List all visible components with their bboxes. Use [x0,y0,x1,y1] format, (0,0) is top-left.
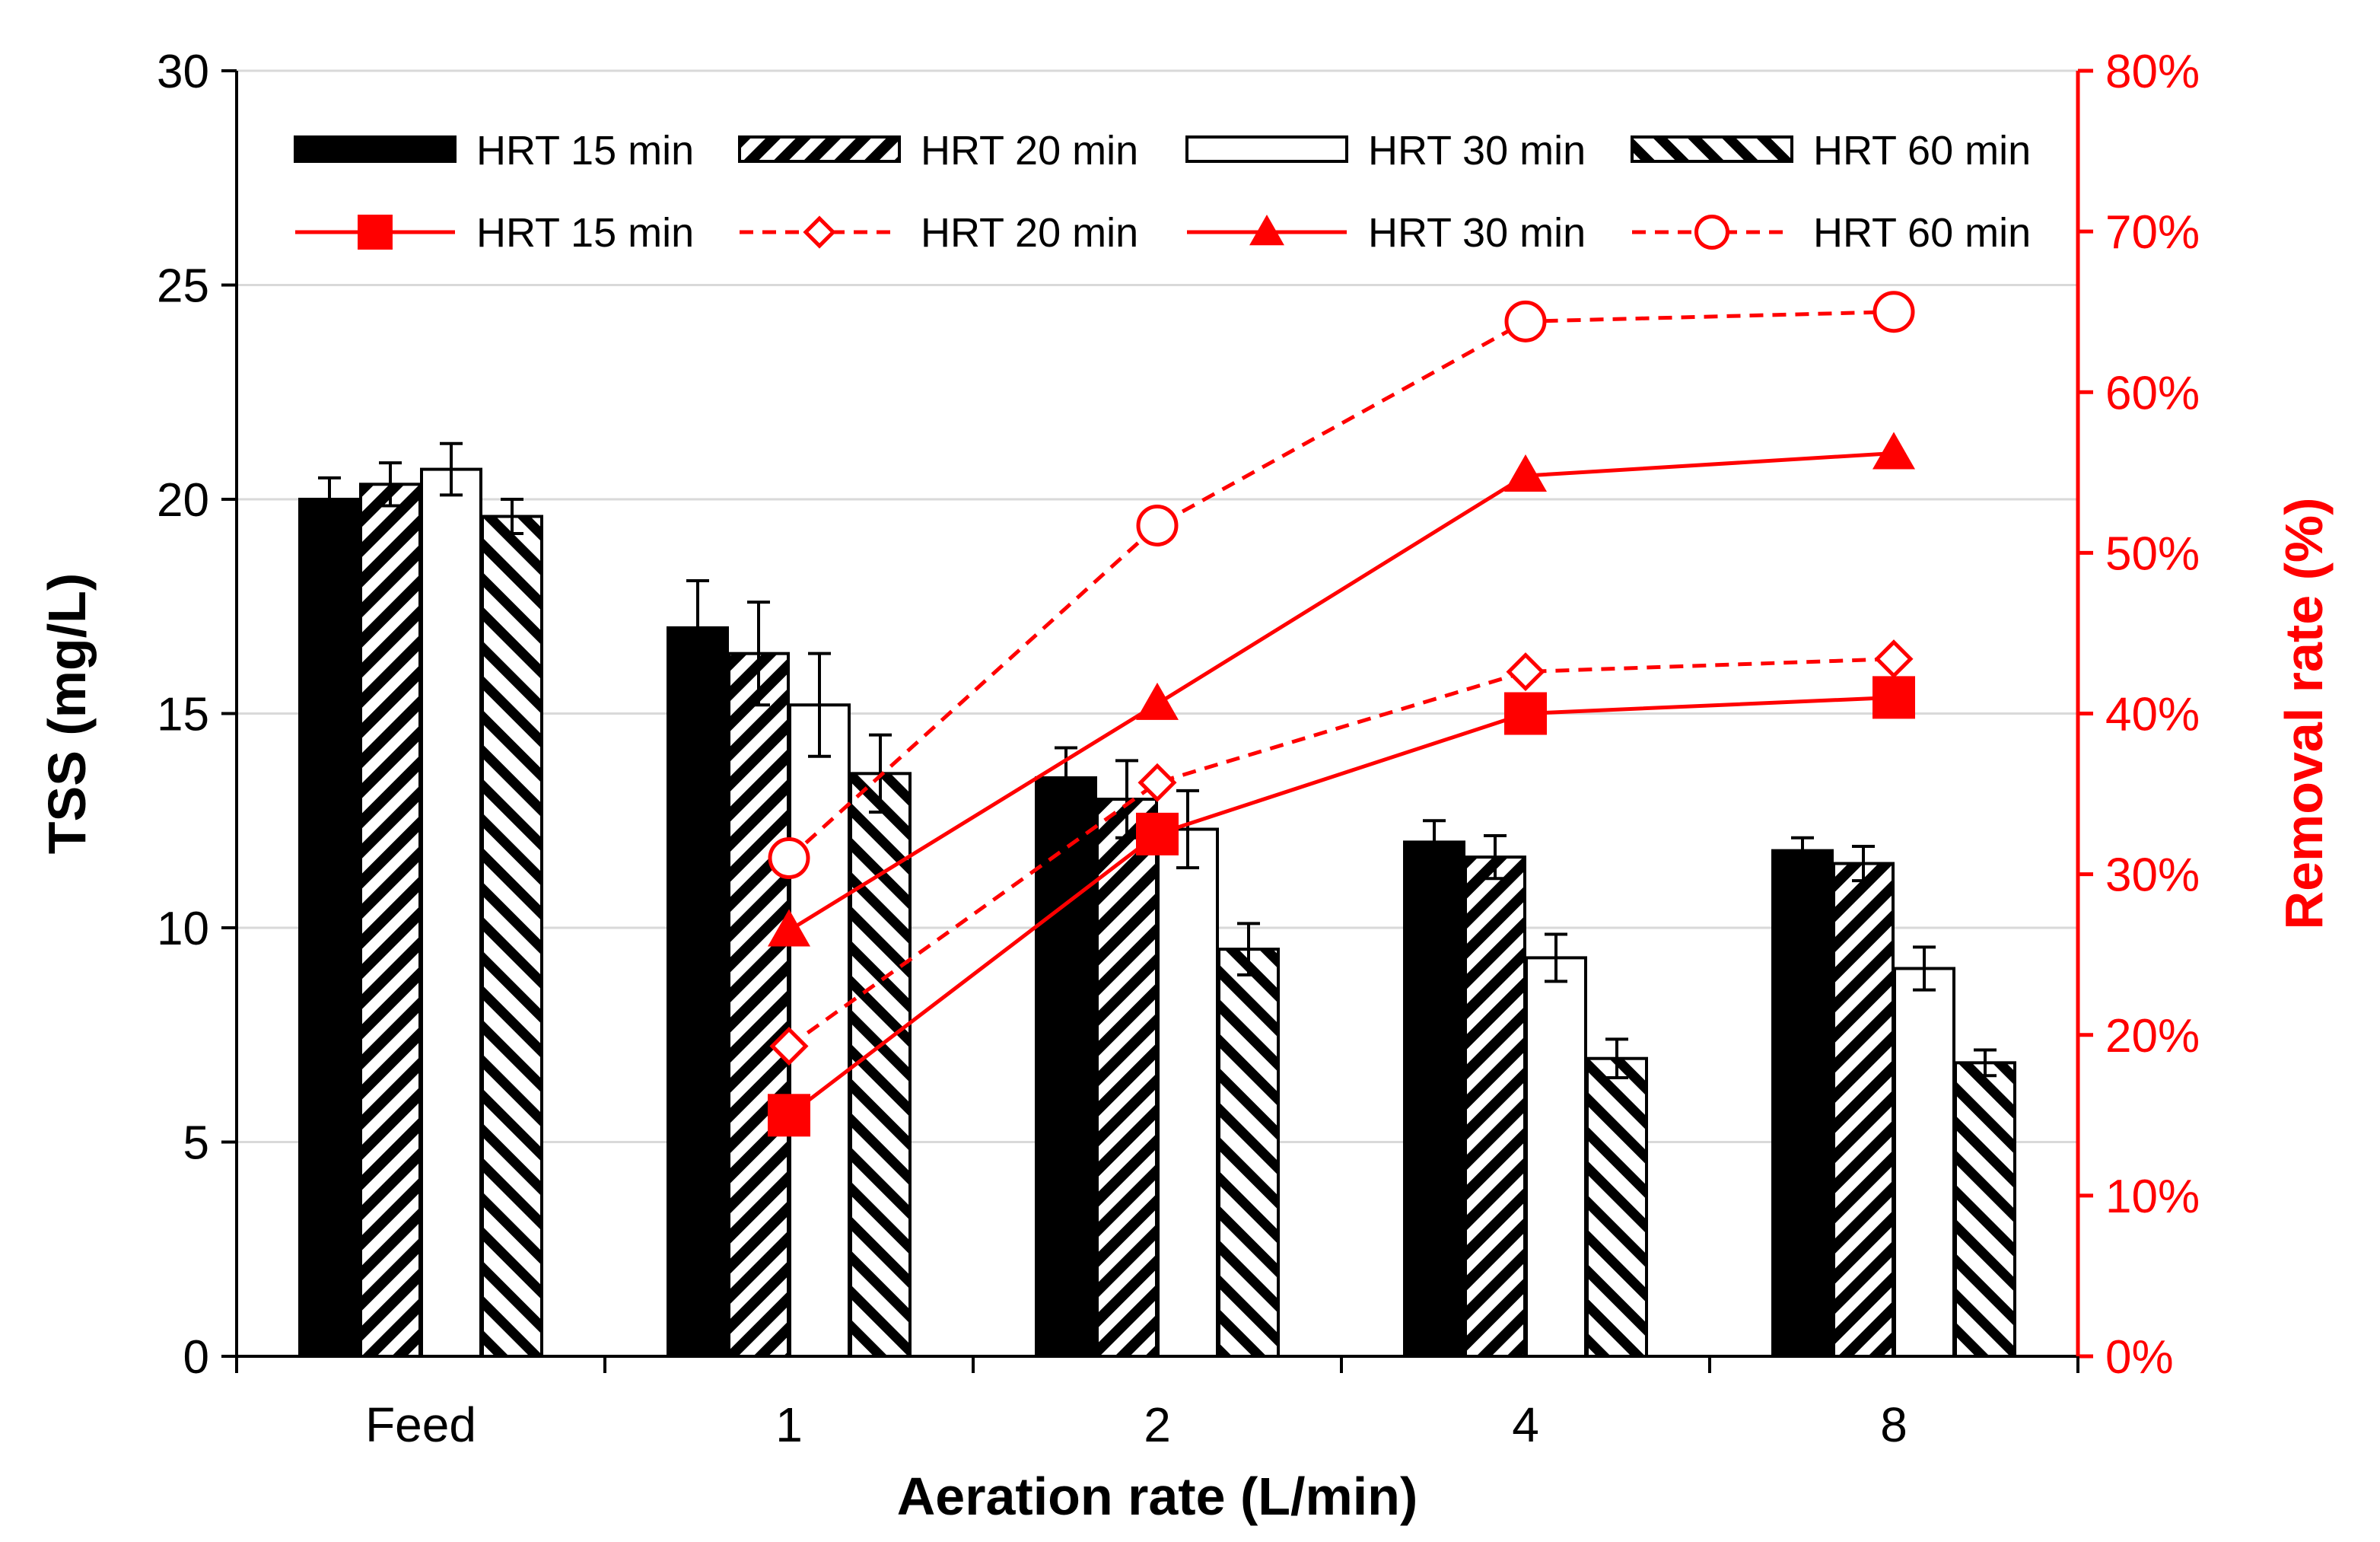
legend-label: HRT 15 min [476,128,694,174]
legend-label: HRT 60 min [1813,210,2031,256]
bar-0-8 [1771,849,1834,1359]
legend-swatch-bar-0 [294,135,457,163]
legend-marker-3 [1694,215,1729,250]
legend-marker-1 [803,215,836,249]
point-0-4 [1504,692,1547,735]
legend-swatch-bar-3 [1631,135,1793,163]
line-series-group [768,291,1915,1137]
bar-2-Feed [420,467,482,1359]
line-series-3 [768,291,1915,880]
legend: HRT 15 min HRT 20 min HRT 30 min HRT 60 min… [294,128,2031,256]
bar-series-1 [359,461,1895,1359]
legend-label: HRT 60 min [1813,128,2031,174]
y2-axis-title: Removal rate (%) [2274,498,2334,930]
legend-line-3: HRT 60 min [1632,210,2031,256]
point-0-8 [1873,676,1915,719]
y2tick-label: 10% [2105,1171,2200,1223]
point-1-4 [1506,652,1545,692]
line-series-2 [768,432,1915,947]
bar-3-4 [1586,1056,1648,1358]
legend-line-0: HRT 15 min [295,210,694,256]
axes-group: 0 5 10 15 20 25 30 0% 10% 20% 30% 40% 50% 60% 70% 80% Fe… [37,46,2334,1526]
bar-0-Feed [298,498,361,1358]
bar-2-2 [1157,827,1219,1358]
bar-1-2 [1096,798,1158,1358]
y2tick-label: 0% [2105,1331,2174,1384]
bar-series-3 [481,498,2016,1358]
point-3-8 [1873,291,1915,333]
legend-label: HRT 15 min [476,210,694,256]
bar-2-8 [1893,967,1955,1358]
legend-bar-0: HRT 15 min [294,128,694,174]
ytick-label: 5 [183,1117,209,1170]
xtick-label: 1 [775,1397,803,1452]
legend-label: HRT 30 min [1368,128,1586,174]
xtick-label: 2 [1144,1397,1171,1452]
point-3-1 [768,837,810,880]
legend-label: HRT 20 min [921,210,1138,256]
bar-0-2 [1035,776,1097,1358]
y2tick-label: 80% [2105,46,2200,98]
legend-bar-3: HRT 60 min [1631,128,2031,174]
y2tick-label: 70% [2105,206,2200,259]
ytick-label: 20 [157,474,209,527]
line-series-1 [769,639,1914,1066]
line-path-1 [788,657,1895,1048]
y-axis-title: TSS (mg/L) [37,573,97,854]
point-2-1 [768,909,810,947]
legend-line-2: HRT 30 min [1187,210,1586,256]
point-1-1 [769,1026,809,1066]
bar-3-Feed [481,515,543,1358]
xtick-label: 4 [1512,1397,1539,1452]
y2tick-label: 50% [2105,527,2200,580]
point-2-2 [1136,682,1179,720]
legend-bar-2: HRT 30 min [1185,128,1586,174]
point-1-8 [1874,639,1914,679]
ytick-label: 30 [157,46,209,98]
y2tick-label: 20% [2105,1010,2200,1063]
x-axis-title: Aeration rate (L/min) [897,1467,1418,1526]
bar-3-2 [1217,948,1280,1358]
ytick-label: 0 [183,1331,209,1384]
legend-label: HRT 30 min [1368,210,1586,256]
bar-1-Feed [359,483,422,1358]
point-1-2 [1138,763,1177,802]
y2tick-label: 60% [2105,367,2200,419]
point-0-1 [768,1094,810,1137]
bar-1-1 [727,652,790,1358]
legend-marker-0 [358,215,393,250]
point-3-4 [1504,300,1547,342]
bar-series-2 [420,441,1955,1359]
line-path-2 [788,451,1895,932]
line-path-3 [788,310,1895,860]
ytick-label: 25 [157,260,209,313]
point-3-2 [1136,504,1179,546]
bar-0-4 [1403,840,1465,1358]
y2tick-label: 30% [2105,849,2200,902]
bar-1-8 [1832,862,1895,1359]
bar-1-4 [1464,855,1526,1358]
xtick-label: 8 [1880,1397,1908,1452]
ytick-label: 15 [157,689,209,741]
bar-0-1 [667,626,729,1358]
legend-swatch-bar-1 [738,135,901,163]
point-2-8 [1873,432,1915,470]
legend-bar-1: HRT 20 min [738,128,1138,174]
bar-2-4 [1525,956,1587,1359]
legend-marker-2 [1249,215,1284,246]
legend-line-1: HRT 20 min [740,210,1138,256]
legend-label: HRT 20 min [921,128,1138,174]
line-path-0 [788,695,1895,1117]
y2tick-label: 40% [2105,689,2200,741]
legend-swatch-bar-2 [1185,135,1348,163]
ytick-label: 10 [157,903,209,955]
point-0-2 [1136,812,1179,855]
bar-2-1 [788,703,851,1358]
bar-3-8 [1954,1061,2016,1358]
bar-series-group [298,441,2016,1359]
point-2-4 [1504,454,1547,492]
line-series-0 [768,676,1915,1137]
xtick-label: Feed [365,1397,476,1452]
